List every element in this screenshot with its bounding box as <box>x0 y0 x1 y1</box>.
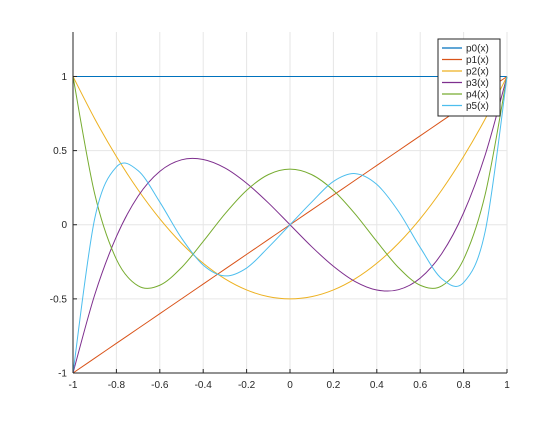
x-tick-label: 0.2 <box>326 380 340 391</box>
series-layer <box>72 75 508 374</box>
legend-box <box>437 38 501 117</box>
x-tick-label: 0 <box>287 380 293 391</box>
x-tick-label: 0.8 <box>457 380 471 391</box>
x-tick-label: -1 <box>69 380 78 391</box>
x-tick-label: -0.4 <box>195 380 213 391</box>
series-line-p2x <box>72 76 508 300</box>
x-tick-label: 0.4 <box>370 380 384 391</box>
y-tick-label: -1 <box>58 369 67 380</box>
series-line-p5x <box>72 76 508 374</box>
x-tick-label: -0.2 <box>238 380 256 391</box>
series-line-p4x <box>72 76 508 289</box>
legend-label: p5(x) <box>466 101 489 112</box>
legend-label: p2(x) <box>466 67 489 78</box>
axes-layer: -1 -0.8 -0.6 -0.4 -0.2 0 0.2 0.4 0.6 0.8 1 -1 -0.5 0 0… <box>50 32 510 391</box>
y-tick-label: 1 <box>61 72 67 83</box>
y-tick-label: 0 <box>61 220 67 231</box>
x-tick-label: 1 <box>504 380 510 391</box>
x-tick-label: 0.6 <box>413 380 427 391</box>
x-tick-label: -0.6 <box>151 380 169 391</box>
y-tick-label: 0.5 <box>53 146 67 157</box>
y-tick-label: -0.5 <box>50 294 68 305</box>
legend-label: p4(x) <box>466 90 489 101</box>
legend-label: p1(x) <box>466 55 489 66</box>
legend-label: p0(x) <box>466 44 489 55</box>
x-tick-label: -0.8 <box>108 380 126 391</box>
legend: p0(x)p1(x)p2(x)p3(x)p4(x)p5(x) <box>437 38 501 117</box>
legend-label: p3(x) <box>466 78 489 89</box>
